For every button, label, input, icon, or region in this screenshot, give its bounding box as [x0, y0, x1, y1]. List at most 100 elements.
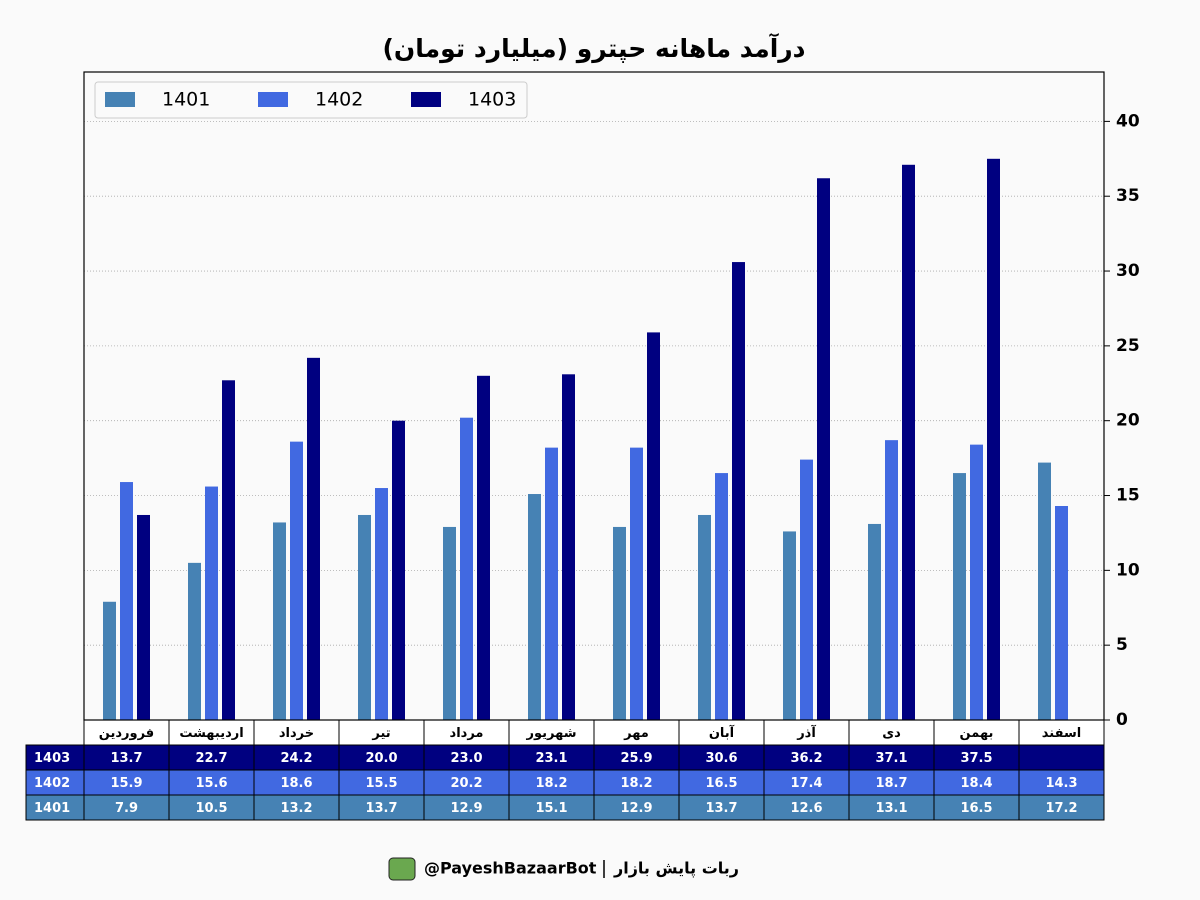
table-cell: [933, 744, 1020, 771]
y-tick-label: 25: [1116, 336, 1140, 356]
x-tick-label: خرداد: [279, 726, 314, 741]
bar: [528, 494, 541, 720]
y-tick-label: 30: [1116, 261, 1140, 281]
legend-swatch: [411, 92, 441, 107]
y-tick-label: 15: [1116, 486, 1140, 506]
source-handle: @PayeshBazaarBot: [424, 859, 597, 878]
table-value: 16.5: [960, 801, 992, 816]
table-cell: [593, 769, 680, 796]
bar: [545, 447, 558, 720]
table-value: 36.2: [790, 751, 822, 766]
bar: [987, 158, 1000, 720]
table-cell: [933, 769, 1020, 796]
table-row-label: 1401: [34, 801, 70, 816]
table-cell: [848, 794, 935, 821]
bar: [902, 164, 915, 720]
table-row-header: [25, 769, 85, 796]
table-row-label: 1403: [34, 751, 70, 766]
x-tick-label: مهر: [623, 726, 649, 741]
table-value: 18.4: [960, 776, 992, 791]
table-cell: [168, 794, 255, 821]
table-value: 25.9: [620, 751, 652, 766]
table-cell: [83, 769, 170, 796]
x-tick-label: اسفند: [1042, 726, 1081, 741]
table-cell: [83, 794, 170, 821]
legend-swatch: [105, 92, 135, 107]
bar: [358, 514, 371, 720]
y-tick-label: 5: [1116, 635, 1128, 655]
bar: [1038, 462, 1051, 720]
table-value: 13.7: [705, 801, 737, 816]
bar: [732, 262, 745, 720]
x-tick-label: دی: [882, 726, 901, 741]
bar: [698, 514, 711, 720]
table-cell: [1018, 744, 1105, 771]
bar: [222, 380, 235, 720]
table-value: 14.3: [1045, 776, 1077, 791]
bar: [120, 482, 133, 720]
table-value: 12.9: [450, 801, 482, 816]
table-value: 18.2: [535, 776, 567, 791]
table-cell: [423, 744, 510, 771]
table-value: 10.5: [195, 801, 227, 816]
table-value: 13.7: [365, 801, 397, 816]
bar: [392, 420, 405, 720]
bar: [375, 488, 388, 720]
table-value: 18.6: [280, 776, 312, 791]
bot-icon: [388, 857, 416, 881]
table-value: 15.5: [365, 776, 397, 791]
bar: [630, 447, 643, 720]
bar: [953, 473, 966, 720]
bar: [103, 601, 116, 720]
bar: [1055, 505, 1068, 720]
table-value: 24.2: [280, 751, 312, 766]
table-value: 15.9: [110, 776, 142, 791]
table-value: 12.6: [790, 801, 822, 816]
source-label: ربات پایش بازار: [613, 859, 739, 879]
bar: [137, 514, 150, 720]
table-cell: [338, 794, 425, 821]
table-cell: [763, 744, 850, 771]
bar: [290, 441, 303, 720]
table-value: 13.2: [280, 801, 312, 816]
plot-frame: [83, 71, 1105, 721]
table-value: 23.0: [450, 751, 482, 766]
table-row-header: [25, 794, 85, 821]
y-tick-label: 10: [1116, 560, 1140, 580]
table-value: 7.9: [115, 801, 138, 816]
table-cell: [508, 769, 595, 796]
table-cell: [508, 794, 595, 821]
table-cell: [253, 744, 340, 771]
table-cell: [508, 744, 595, 771]
y-tick-label: 35: [1116, 186, 1140, 206]
bar: [460, 417, 473, 720]
table-header-cell: [508, 719, 595, 746]
legend-box: [94, 81, 528, 119]
table-value: 16.5: [705, 776, 737, 791]
table-header-cell: [1018, 719, 1105, 746]
table-cell: [933, 794, 1020, 821]
legend-label: 1402: [315, 89, 363, 111]
table-cell: [1018, 794, 1105, 821]
bar: [443, 526, 456, 720]
bar: [562, 374, 575, 720]
bar: [273, 522, 286, 720]
bar: [970, 444, 983, 720]
x-tick-label: آذر: [796, 724, 816, 741]
table-value: 37.1: [875, 751, 907, 766]
bar: [800, 459, 813, 720]
legend-swatch: [258, 92, 288, 107]
table-value: 12.9: [620, 801, 652, 816]
y-tick-label: 20: [1116, 411, 1140, 431]
bar: [647, 332, 660, 720]
x-tick-label: اردیبهشت: [179, 726, 243, 741]
table-row-label: 1402: [34, 776, 70, 791]
bar: [817, 178, 830, 721]
table-value: 20.0: [365, 751, 397, 766]
y-tick-label: 40: [1116, 111, 1140, 131]
table-value: 22.7: [195, 751, 227, 766]
table-cell: [168, 769, 255, 796]
x-tick-label: آبان: [709, 724, 735, 741]
x-tick-label: مرداد: [450, 726, 484, 741]
